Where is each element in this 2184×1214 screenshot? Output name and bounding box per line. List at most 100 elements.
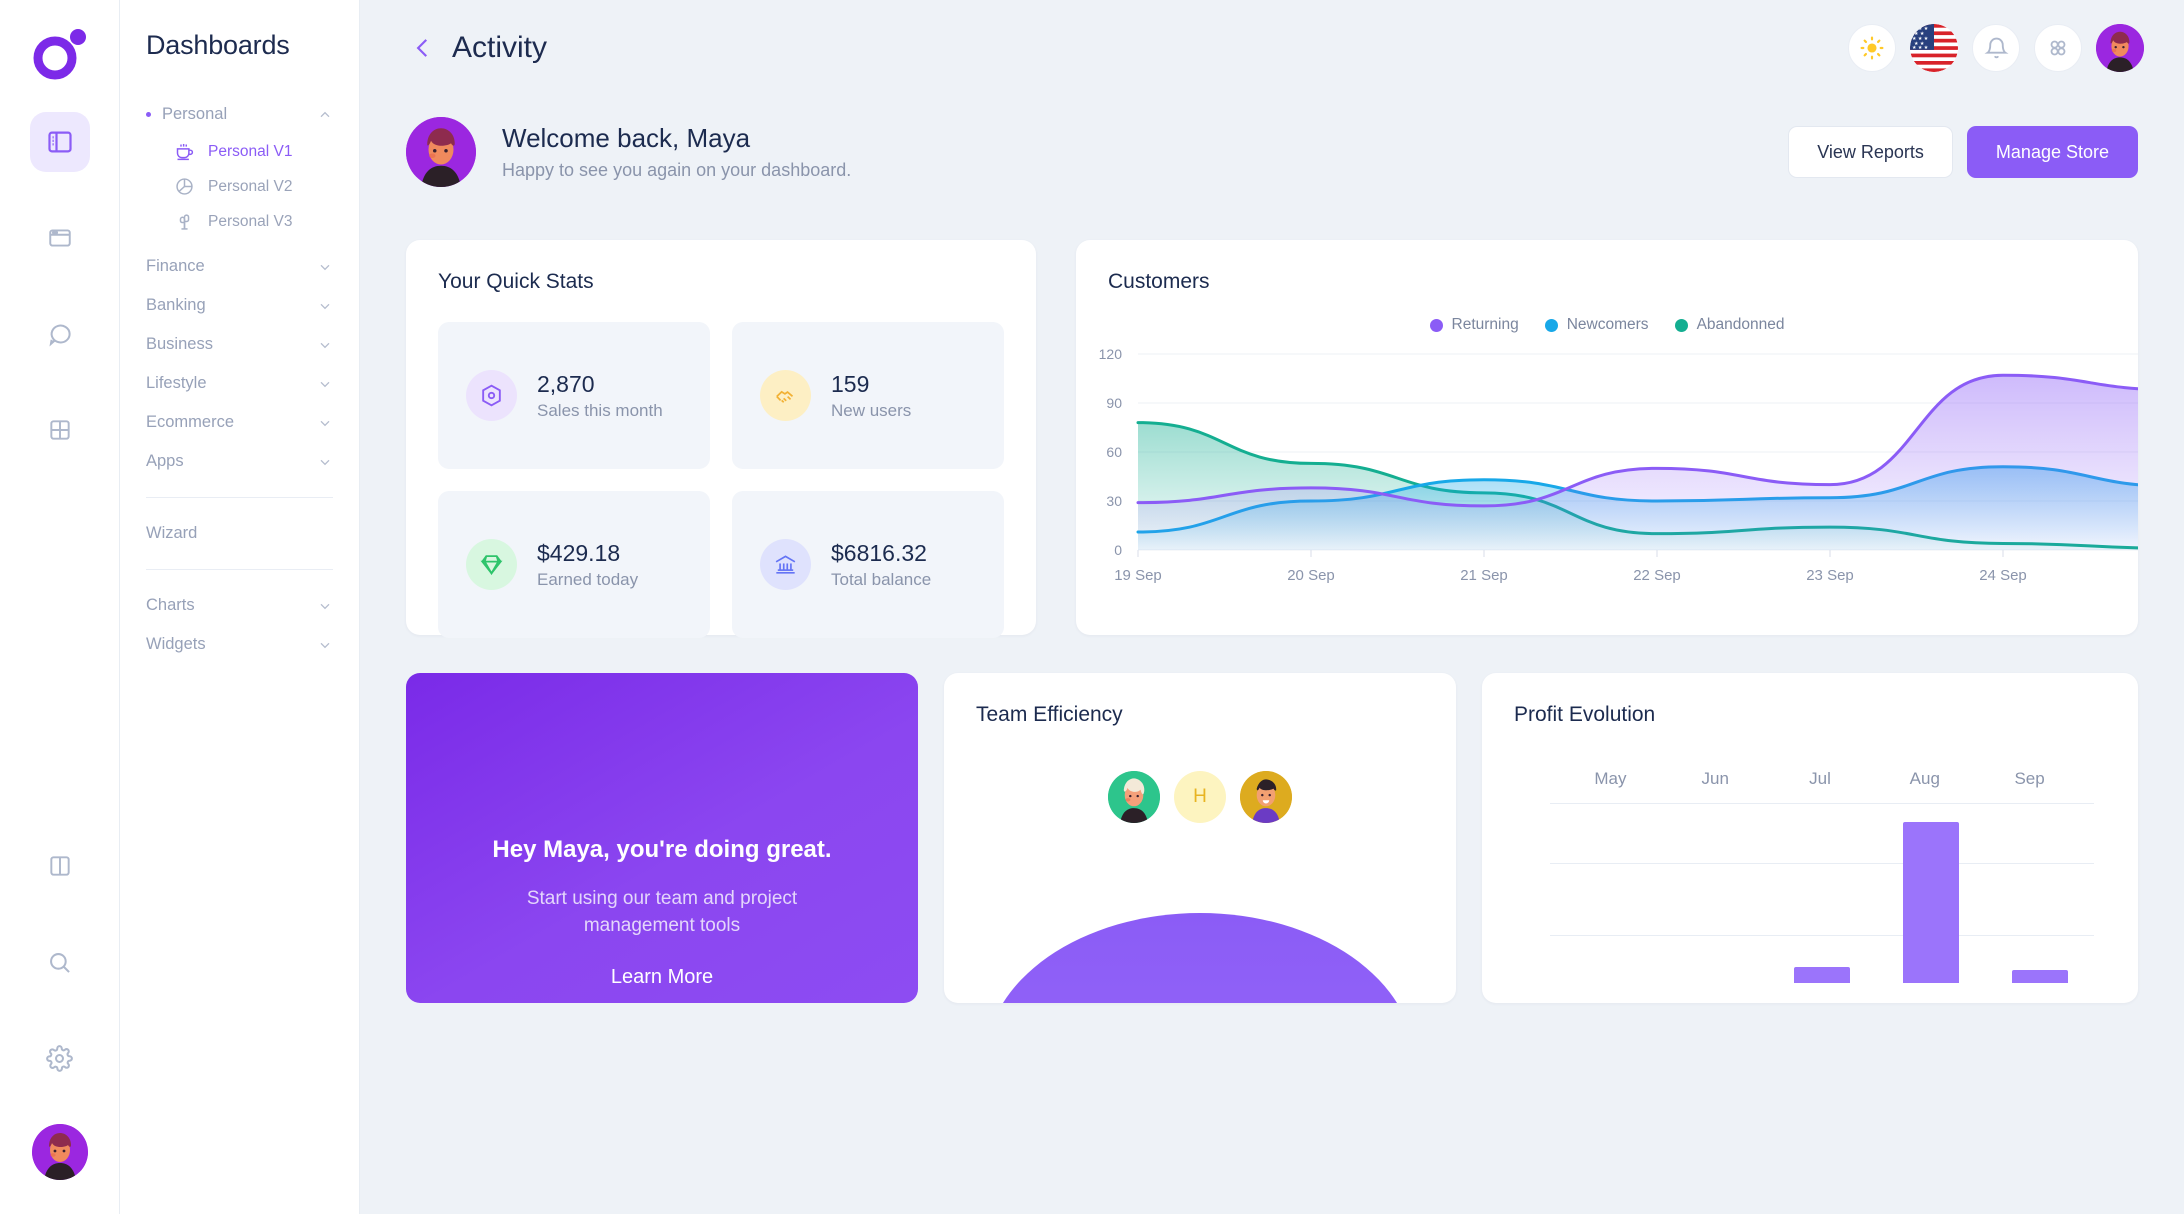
rail-item-settings[interactable] (30, 1028, 90, 1088)
svg-text:20 Sep: 20 Sep (1287, 567, 1335, 584)
legend-item-returning[interactable]: Returning (1429, 316, 1519, 334)
language-selector-button[interactable]: ★ ★ ★ ★ ★ ★ ★ ★ ★ ★ ★ ★ ★ (1910, 24, 1958, 72)
svg-text:★ ★: ★ ★ (1914, 41, 1925, 47)
month-label: Sep (2014, 769, 2045, 788)
rail-item-layout[interactable] (30, 836, 90, 896)
legend-swatch (1544, 318, 1558, 332)
stat-label: Sales this month (537, 400, 663, 420)
sidebar-group-business[interactable]: Business (120, 325, 359, 364)
chevron-down-icon (320, 603, 330, 609)
sidebar-item-label: Personal V1 (208, 142, 293, 160)
legend-label: Newcomers (1566, 316, 1649, 333)
bar-slot (1659, 803, 1768, 983)
sidebar-group-lifestyle[interactable]: Lifestyle (120, 364, 359, 403)
chat-icon (49, 324, 71, 347)
layout-icon (49, 856, 70, 876)
sidebar-group-ecommerce[interactable]: Ecommerce (120, 403, 359, 442)
sidebar-divider-2 (146, 569, 333, 570)
legend-label: Returning (1451, 316, 1519, 333)
svg-text:★ ★: ★ ★ (1914, 31, 1925, 37)
sidebar-item-wizard[interactable]: Wizard (120, 514, 359, 553)
team-avatar-1[interactable] (1108, 771, 1160, 823)
team-avatars: H (944, 771, 1456, 823)
profit-evolution-title: Profit Evolution (1514, 703, 1656, 726)
profit-bar-chart[interactable] (1550, 803, 2094, 983)
sidebar-group-charts[interactable]: Charts (120, 586, 359, 625)
legend-item-abandonned[interactable]: Abandonned (1674, 316, 1784, 334)
rail-user-avatar[interactable] (31, 1124, 88, 1180)
sidebar-group-label: Lifestyle (146, 374, 207, 392)
month-label: Jun (1701, 769, 1729, 788)
learn-more-link[interactable]: Learn More (610, 966, 714, 988)
chevron-up-icon (320, 111, 330, 117)
profit-evolution-card: Profit Evolution May Jun Jul Aug Sep (1482, 673, 2138, 1003)
user-avatar[interactable] (2096, 24, 2144, 72)
profit-bar[interactable] (1793, 967, 1850, 983)
stat-tile-new-users[interactable]: 159 New users (732, 322, 1004, 469)
sidebar-item-personal-v2[interactable]: Personal V2 (120, 169, 359, 204)
team-avatar-3[interactable] (1240, 771, 1292, 823)
settings-gear-icon (46, 1044, 73, 1072)
sidebar-item-label: Personal V3 (208, 212, 293, 230)
chevron-down-icon (320, 264, 330, 270)
manage-store-button[interactable]: Manage Store (1966, 126, 2138, 178)
svg-text:120: 120 (1099, 346, 1123, 362)
svg-text:24 Sep: 24 Sep (1979, 567, 2027, 584)
rail-item-chat[interactable] (30, 304, 90, 364)
promo-heading: Hey Maya, you're doing great. (492, 836, 832, 864)
profit-month-labels: May Jun Jul Aug Sep (1482, 769, 2138, 789)
sidebar-group-label: Ecommerce (146, 413, 235, 431)
bar-slot (1550, 803, 1659, 983)
sidebar-group-label: Finance (146, 257, 205, 275)
theme-toggle-button[interactable] (1848, 24, 1896, 72)
view-reports-button[interactable]: View Reports (1788, 126, 1953, 178)
team-efficiency-card: Team Efficiency H (944, 673, 1456, 1003)
topbar-icons: ★ ★ ★ ★ ★ ★ ★ ★ ★ ★ ★ ★ ★ (1848, 24, 2144, 72)
sidebar-group-apps[interactable]: Apps (120, 442, 359, 481)
sidebar-item-personal-v1[interactable]: Personal V1 (120, 134, 359, 169)
rail-items (29, 112, 90, 496)
rail-item-search[interactable] (30, 932, 90, 992)
month-label: Aug (1909, 769, 1940, 788)
notification-bell-icon (1983, 37, 2009, 58)
stat-tile-earned[interactable]: $429.18 Earned today (438, 491, 710, 638)
sidebar-nav: Personal Personal V1 (120, 95, 359, 664)
stat-tile-text: 2,870 Sales this month (537, 371, 663, 421)
profit-bar[interactable] (2011, 970, 2068, 983)
bar-slot (1876, 803, 1985, 983)
team-avatar-2[interactable]: H (1174, 771, 1226, 823)
quick-stats-card: Your Quick Stats 2,870 Sales this month (406, 240, 1036, 638)
apps-menu-button[interactable] (2034, 24, 2082, 72)
back-button[interactable] (406, 31, 440, 65)
rail-item-dashboards[interactable] (29, 112, 90, 172)
sidebar-group-finance[interactable]: Finance (120, 247, 359, 286)
sidebar-group-label: Charts (146, 596, 195, 614)
sidebar-group-label: Apps (146, 452, 184, 470)
customers-title: Customers (1108, 270, 1210, 293)
sidebar-item-personal-v3[interactable]: Personal V3 (120, 204, 359, 239)
stat-tile-balance[interactable]: $6816.32 Total balance (732, 491, 1004, 638)
svg-text:22 Sep: 22 Sep (1633, 567, 1681, 584)
profit-bar[interactable] (1902, 821, 1959, 983)
sidebar-divider-1 (146, 497, 333, 498)
rail-item-apps[interactable] (30, 400, 90, 460)
app-logo[interactable] (28, 22, 92, 86)
welcome-subheading: Happy to see you again on your dashboard… (502, 160, 852, 180)
profit-bars (1550, 803, 2094, 983)
customers-area-chart[interactable]: 0 30 60 90 120 19 Sep 20 Sep 21 Sep 22 Sep 23 Sep… (1076, 342, 2138, 592)
rail-item-pages[interactable] (30, 208, 90, 268)
sidebar-group-personal[interactable]: Personal (120, 95, 359, 134)
month-label: Jul (1809, 769, 1831, 788)
welcome-text: Welcome back, Maya Happy to see you agai… (502, 123, 851, 181)
stat-tile-sales[interactable]: 2,870 Sales this month (438, 322, 710, 469)
sidebar-group-widgets[interactable]: Widgets (120, 625, 359, 664)
topbar: Activity (360, 0, 2184, 96)
sidebar-group-banking[interactable]: Banking (120, 286, 359, 325)
svg-text:★ ★ ★: ★ ★ ★ (1912, 26, 1929, 32)
chevron-left-icon (416, 39, 428, 57)
legend-item-newcomers[interactable]: Newcomers (1544, 316, 1649, 334)
notifications-button[interactable] (1972, 24, 2020, 72)
cactus-icon (173, 211, 195, 233)
welcome-heading: Welcome back, Maya (502, 123, 751, 153)
